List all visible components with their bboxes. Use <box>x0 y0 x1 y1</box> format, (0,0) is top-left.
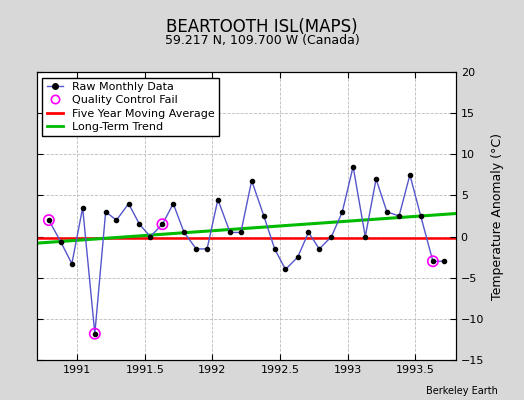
Legend: Raw Monthly Data, Quality Control Fail, Five Year Moving Average, Long-Term Tren: Raw Monthly Data, Quality Control Fail, … <box>42 78 220 136</box>
Point <box>158 221 167 228</box>
Point <box>429 258 437 264</box>
Text: 59.217 N, 109.700 W (Canada): 59.217 N, 109.700 W (Canada) <box>165 34 359 47</box>
Text: Berkeley Earth: Berkeley Earth <box>426 386 498 396</box>
Text: BEARTOOTH ISL(MAPS): BEARTOOTH ISL(MAPS) <box>166 18 358 36</box>
Point <box>91 330 99 337</box>
Point <box>45 217 53 223</box>
Y-axis label: Temperature Anomaly (°C): Temperature Anomaly (°C) <box>491 132 504 300</box>
